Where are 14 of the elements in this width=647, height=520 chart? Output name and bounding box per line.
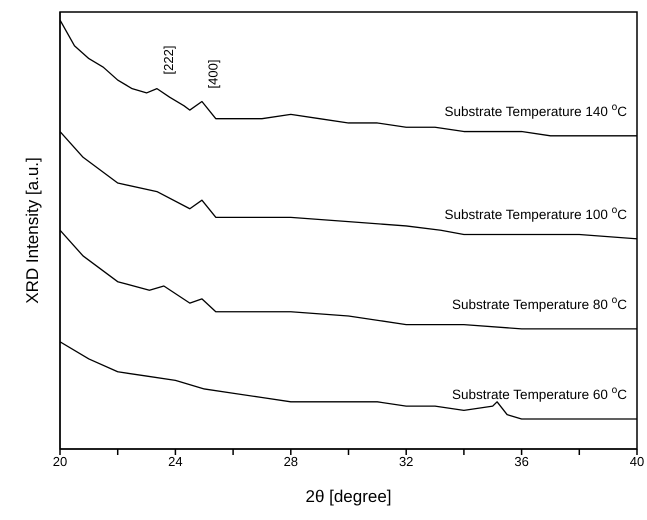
x-axis-title: 2θ [degree] bbox=[305, 487, 392, 506]
annotation: [400] bbox=[205, 60, 220, 88]
x-tick-label: 40 bbox=[630, 454, 644, 470]
x-tick-label: 36 bbox=[514, 454, 529, 470]
x-tick-label: 24 bbox=[168, 454, 183, 470]
x-tick-label: 32 bbox=[398, 454, 414, 470]
annotation: [222] bbox=[160, 46, 176, 74]
x-tick-label: 28 bbox=[284, 454, 298, 470]
series-label: Substrate Temperature 100 $^{o}$C bbox=[444, 204, 628, 222]
y-axis-title: XRD Intensity [a.u.] bbox=[23, 157, 42, 304]
x-tick-label: 20 bbox=[52, 454, 68, 470]
series-label: Substrate Temperature 80 $^{o}$C bbox=[452, 294, 628, 312]
series-label: Substrate Temperature 60 $^{o}$C bbox=[452, 384, 628, 402]
series-label: Substrate Temperature 140 $^{o}$C bbox=[444, 102, 628, 119]
